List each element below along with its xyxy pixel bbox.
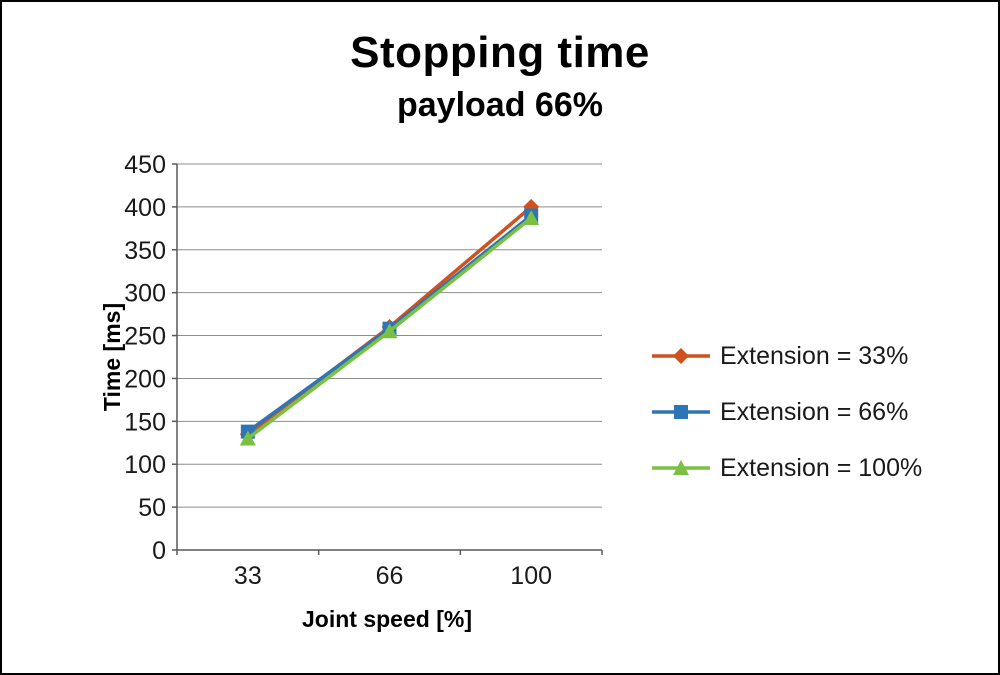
- svg-text:50: 50: [138, 494, 166, 522]
- svg-text:0: 0: [152, 537, 166, 565]
- legend-label: Extension = 100%: [720, 453, 923, 482]
- y-axis-title: Time [ms]: [99, 302, 125, 412]
- legend: Extension = 33% Extension = 66% Extensio…: [650, 340, 922, 508]
- svg-text:450: 450: [124, 151, 166, 179]
- legend-label: Extension = 33%: [720, 341, 909, 370]
- svg-text:33: 33: [234, 562, 262, 590]
- svg-text:250: 250: [124, 323, 166, 351]
- svg-text:150: 150: [124, 408, 166, 436]
- legend-item-extension-100: Extension = 100%: [650, 452, 922, 484]
- legend-marker-diamond-icon: [652, 348, 710, 364]
- svg-text:100: 100: [510, 562, 552, 590]
- svg-text:350: 350: [124, 237, 166, 265]
- legend-marker-triangle-icon: [652, 460, 710, 475]
- legend-item-extension-33: Extension = 33%: [650, 340, 922, 372]
- svg-text:400: 400: [124, 194, 166, 222]
- plot-area: 0 50 100 150 200 250 300 350 400 450 33 66 100: [124, 151, 603, 590]
- chart-title: Stopping time: [350, 28, 650, 77]
- legend-item-extension-66: Extension = 66%: [650, 396, 922, 428]
- x-axis-title: Joint speed [%]: [302, 606, 472, 632]
- svg-text:66: 66: [376, 562, 404, 590]
- legend-marker-square-icon: [652, 405, 710, 419]
- chart-subtitle: payload 66%: [397, 86, 603, 124]
- svg-text:200: 200: [124, 365, 166, 393]
- svg-text:300: 300: [124, 280, 166, 308]
- svg-text:100: 100: [124, 451, 166, 479]
- legend-label: Extension = 66%: [720, 397, 909, 426]
